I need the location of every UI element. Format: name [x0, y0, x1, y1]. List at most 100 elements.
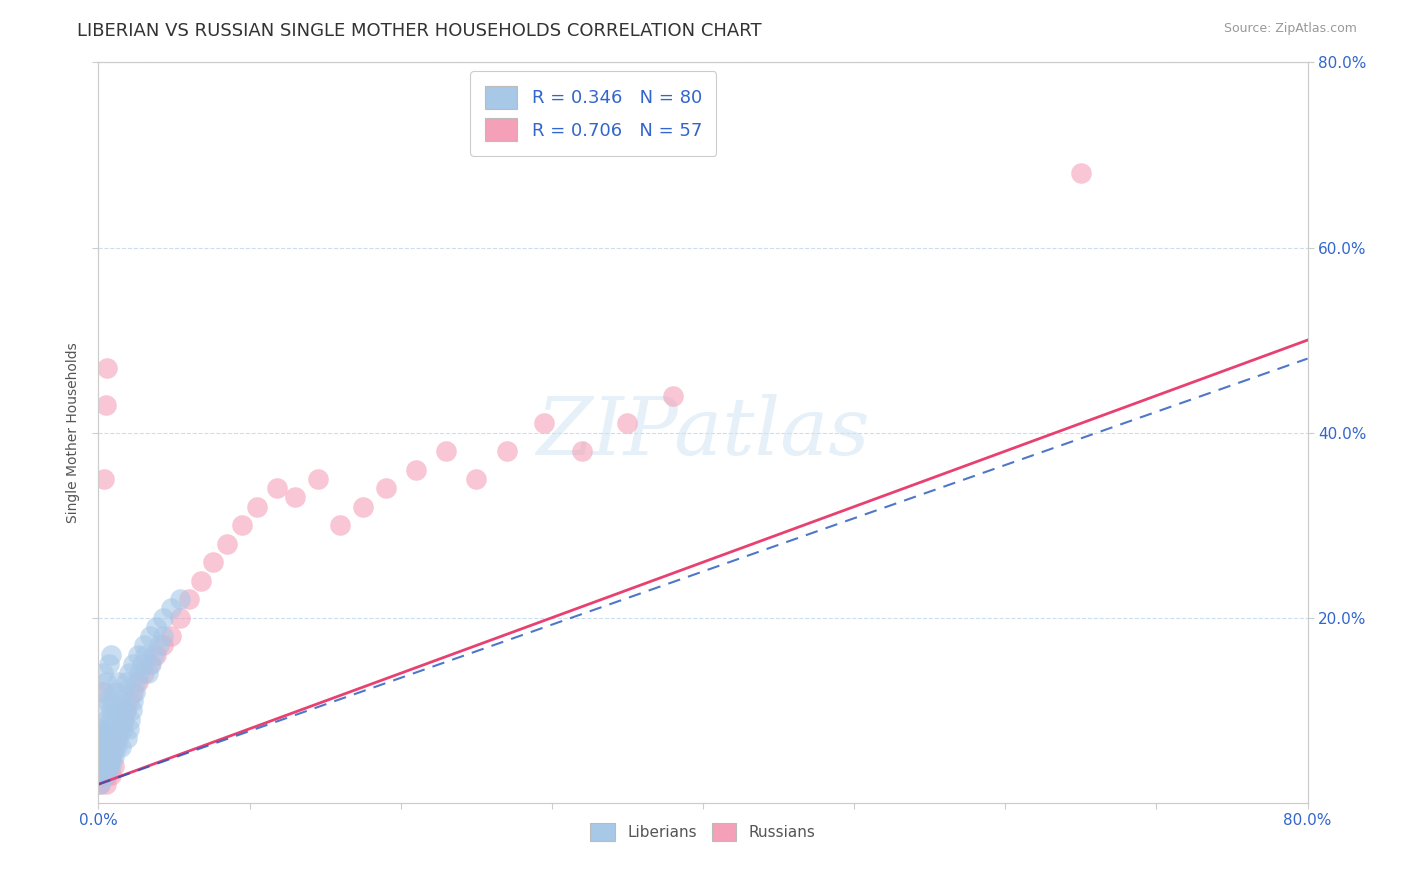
- Point: [98, 722, 121, 736]
- Point: [90, 722, 112, 736]
- Point: [96, 694, 118, 708]
- Point: [91, 740, 114, 755]
- Point: [118, 694, 141, 708]
- Point: [352, 500, 374, 514]
- Point: [93, 740, 115, 755]
- Point: [101, 740, 124, 755]
- Point: [145, 648, 167, 662]
- Point: [104, 731, 127, 745]
- Point: [105, 722, 128, 736]
- Point: [246, 500, 269, 514]
- Point: [111, 713, 134, 727]
- Text: LIBERIAN VS RUSSIAN SINGLE MOTHER HOUSEHOLDS CORRELATION CHART: LIBERIAN VS RUSSIAN SINGLE MOTHER HOUSEH…: [77, 22, 762, 40]
- Point: [91, 758, 114, 772]
- Point: [100, 713, 122, 727]
- Point: [141, 657, 163, 671]
- Point: [132, 666, 155, 681]
- Point: [100, 749, 122, 764]
- Point: [160, 601, 183, 615]
- Point: [110, 694, 132, 708]
- Point: [91, 731, 114, 745]
- Point: [93, 685, 115, 699]
- Point: [266, 481, 288, 495]
- Point: [90, 722, 112, 736]
- Point: [105, 740, 128, 755]
- Point: [307, 472, 329, 486]
- Point: [103, 713, 125, 727]
- Point: [128, 666, 150, 681]
- Point: [96, 360, 118, 375]
- Point: [124, 685, 146, 699]
- Point: [101, 740, 124, 755]
- Point: [131, 657, 153, 671]
- Point: [93, 768, 115, 782]
- Point: [533, 417, 555, 431]
- Point: [91, 740, 114, 755]
- Point: [179, 592, 201, 607]
- Text: Source: ZipAtlas.com: Source: ZipAtlas.com: [1223, 22, 1357, 36]
- Point: [169, 592, 191, 607]
- Text: ZIPatlas: ZIPatlas: [536, 394, 870, 471]
- Point: [105, 731, 128, 745]
- Point: [122, 694, 145, 708]
- Point: [107, 675, 129, 690]
- Point: [91, 758, 114, 772]
- Point: [465, 472, 488, 486]
- Point: [90, 749, 112, 764]
- Point: [160, 629, 183, 643]
- Point: [107, 731, 129, 745]
- Point: [104, 731, 127, 745]
- Point: [89, 777, 111, 791]
- Legend: Liberians, Russians: Liberians, Russians: [585, 817, 821, 847]
- Point: [118, 666, 141, 681]
- Point: [90, 749, 112, 764]
- Point: [108, 722, 131, 736]
- Point: [143, 648, 166, 662]
- Point: [103, 749, 125, 764]
- Point: [108, 722, 131, 736]
- Point: [94, 713, 117, 727]
- Point: [115, 731, 138, 745]
- Y-axis label: Single Mother Households: Single Mother Households: [66, 343, 80, 523]
- Point: [231, 518, 253, 533]
- Point: [134, 648, 156, 662]
- Point: [94, 749, 117, 764]
- Point: [101, 749, 124, 764]
- Point: [90, 768, 112, 782]
- Point: [132, 639, 155, 653]
- Point: [100, 749, 122, 764]
- Point: [139, 657, 162, 671]
- Point: [127, 648, 149, 662]
- Point: [121, 703, 143, 717]
- Point: [94, 675, 117, 690]
- Point: [1070, 166, 1092, 180]
- Point: [94, 777, 117, 791]
- Point: [122, 685, 145, 699]
- Point: [103, 740, 125, 755]
- Point: [125, 675, 148, 690]
- Point: [105, 703, 128, 717]
- Point: [94, 768, 117, 782]
- Point: [136, 666, 159, 681]
- Point: [118, 722, 141, 736]
- Point: [616, 417, 638, 431]
- Point: [98, 758, 121, 772]
- Point: [284, 491, 307, 505]
- Point: [110, 740, 132, 755]
- Point: [152, 629, 174, 643]
- Point: [100, 703, 122, 717]
- Point: [114, 675, 136, 690]
- Point: [94, 758, 117, 772]
- Point: [122, 657, 145, 671]
- Point: [96, 758, 118, 772]
- Point: [329, 518, 352, 533]
- Point: [103, 740, 125, 755]
- Point: [148, 639, 170, 653]
- Point: [98, 758, 121, 772]
- Point: [100, 648, 122, 662]
- Point: [152, 610, 174, 624]
- Point: [215, 536, 238, 550]
- Point: [89, 758, 111, 772]
- Point: [112, 713, 135, 727]
- Point: [202, 555, 225, 569]
